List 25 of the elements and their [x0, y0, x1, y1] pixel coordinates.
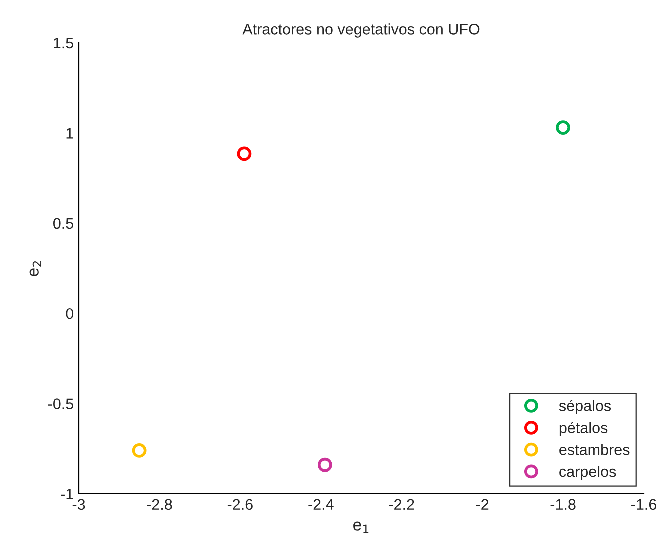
point — [318, 458, 332, 472]
point — [237, 146, 252, 162]
y-tick-label: 1 — [66, 128, 74, 139]
legend-label: estambres — [560, 444, 630, 456]
x-tick-label: -2 — [476, 499, 489, 510]
legend-label: carpelos — [560, 466, 616, 480]
x-tick-label: -2.6 — [228, 499, 253, 510]
x-tick-label: -3 — [72, 499, 86, 510]
x-tick-label: -1.8 — [550, 499, 576, 510]
x-tick-label: -2.4 — [308, 499, 334, 510]
point — [132, 444, 147, 458]
point — [556, 120, 570, 135]
legend-label: pétalos — [560, 422, 608, 436]
chart-title: Atractores no vegetativos con UFO — [242, 24, 480, 38]
x-tick-label: -1.6 — [632, 499, 656, 510]
y-tick-label: 1.5 — [54, 38, 74, 49]
y-axis-title: e$_{2}$ — [30, 261, 42, 276]
legend-label: sépalos — [559, 400, 612, 414]
x-tick-label: -2.2 — [389, 499, 414, 510]
y-tick-label: -0.5 — [48, 398, 74, 410]
y-tick-label: 0.5 — [54, 218, 74, 230]
x-axis-title: e$_{1}$ — [354, 522, 369, 534]
y-tick-label: -1 — [61, 489, 74, 500]
x-tick-label: -2.8 — [147, 499, 172, 510]
y-tick-label: 0 — [66, 308, 74, 320]
